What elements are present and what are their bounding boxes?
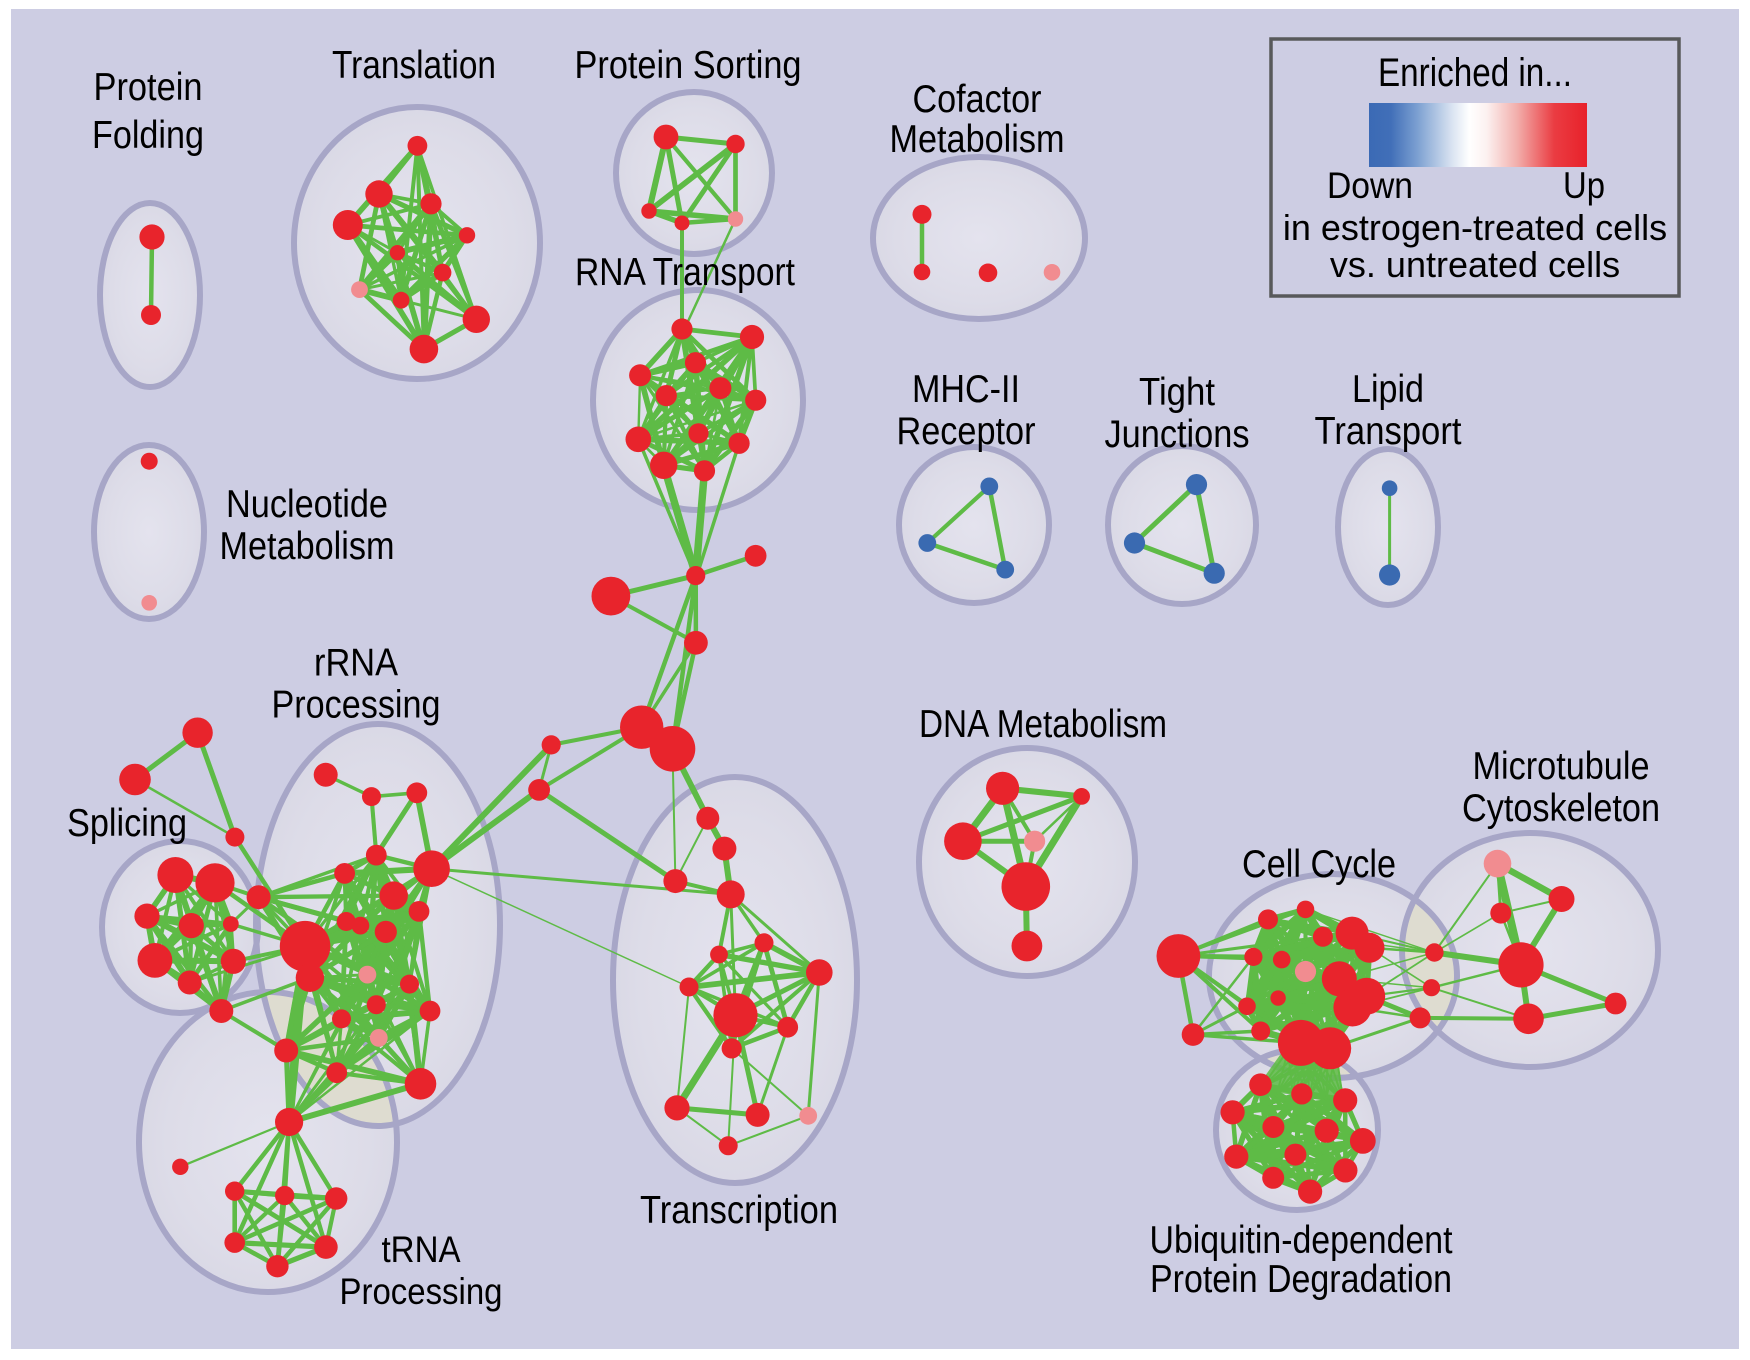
svg-text:RNA Transport: RNA Transport — [575, 251, 795, 294]
svg-text:Tight: Tight — [1139, 371, 1215, 414]
svg-text:Translation: Translation — [332, 44, 496, 87]
svg-text:tRNA: tRNA — [382, 1229, 461, 1270]
svg-text:Folding: Folding — [92, 114, 204, 157]
svg-text:Lipid: Lipid — [1352, 368, 1424, 411]
svg-text:Nucleotide: Nucleotide — [226, 483, 388, 526]
svg-text:MHC-II: MHC-II — [912, 368, 1020, 411]
svg-text:Ubiquitin-dependent: Ubiquitin-dependent — [1150, 1219, 1453, 1262]
svg-text:Splicing: Splicing — [67, 802, 187, 845]
svg-text:Down: Down — [1327, 165, 1413, 206]
svg-text:Protein: Protein — [94, 66, 203, 109]
svg-text:Cofactor: Cofactor — [913, 78, 1042, 121]
svg-text:Receptor: Receptor — [897, 410, 1036, 453]
svg-text:Enriched in...: Enriched in... — [1378, 51, 1572, 95]
svg-text:Processing: Processing — [272, 684, 441, 727]
svg-text:Metabolism: Metabolism — [220, 525, 395, 568]
svg-text:Processing: Processing — [340, 1271, 503, 1312]
svg-text:Protein Degradation: Protein Degradation — [1150, 1258, 1452, 1301]
svg-text:Transport: Transport — [1315, 410, 1462, 453]
svg-text:Cytoskeleton: Cytoskeleton — [1462, 787, 1660, 830]
svg-text:Cell Cycle: Cell Cycle — [1242, 843, 1396, 886]
svg-text:Microtubule: Microtubule — [1473, 745, 1650, 788]
svg-text:vs. untreated cells: vs. untreated cells — [1330, 244, 1620, 285]
svg-text:Metabolism: Metabolism — [890, 118, 1065, 161]
svg-text:Junctions: Junctions — [1105, 413, 1250, 456]
svg-text:Transcription: Transcription — [640, 1189, 838, 1232]
svg-text:Protein Sorting: Protein Sorting — [575, 44, 802, 87]
svg-text:DNA Metabolism: DNA Metabolism — [919, 703, 1167, 746]
svg-text:rRNA: rRNA — [314, 642, 398, 685]
svg-text:Up: Up — [1563, 165, 1605, 206]
svg-text:in estrogen-treated cells: in estrogen-treated cells — [1283, 207, 1667, 248]
